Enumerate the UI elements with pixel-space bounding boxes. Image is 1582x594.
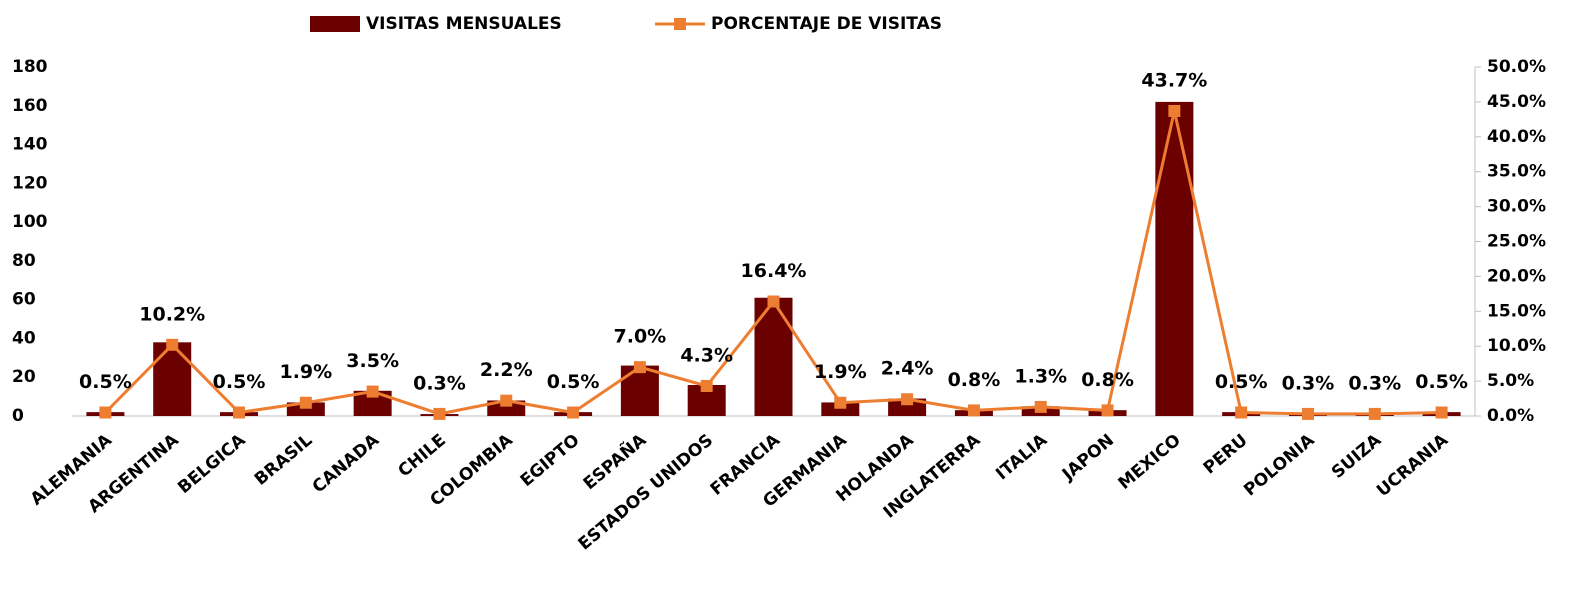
y2-tick-label: 10.0% <box>1487 336 1546 356</box>
line-marker <box>500 394 513 407</box>
y-tick-label: 80 <box>12 251 36 271</box>
y2-tick-label: 0.0% <box>1487 406 1534 426</box>
line-marker <box>967 404 980 417</box>
bar <box>487 400 526 416</box>
line-marker <box>567 406 580 419</box>
line-marker <box>166 338 179 351</box>
y-tick-label: 180 <box>12 57 48 77</box>
line-marker <box>299 396 312 409</box>
x-tick-label: EGIPTO <box>517 430 584 491</box>
line-marker <box>1235 406 1248 419</box>
data-label: 0.8% <box>1081 369 1134 391</box>
y-tick-label: 60 <box>12 290 36 310</box>
data-label: 0.8% <box>948 369 1001 391</box>
y2-tick-label: 25.0% <box>1487 232 1546 252</box>
line-marker <box>433 407 446 420</box>
y-tick-label: 160 <box>12 96 48 116</box>
data-label: 0.5% <box>1415 371 1468 393</box>
x-tick-label: PERU <box>1200 430 1252 478</box>
data-label: 3.5% <box>346 350 399 372</box>
x-tick-label: CHILE <box>395 430 450 481</box>
bar <box>153 342 192 416</box>
y2-tick-label: 20.0% <box>1487 266 1546 286</box>
data-label: 0.5% <box>213 371 266 393</box>
y2-tick-label: 50.0% <box>1487 57 1546 77</box>
y-tick-label: 140 <box>12 135 48 155</box>
data-label: 2.4% <box>881 358 934 380</box>
y-tick-label: 100 <box>12 212 48 232</box>
x-tick-label: BRASIL <box>251 430 317 490</box>
y-tick-label: 120 <box>12 173 48 193</box>
x-tick-label: BELGICA <box>174 430 250 498</box>
y2-tick-label: 15.0% <box>1487 301 1546 321</box>
bar <box>286 402 325 416</box>
data-label: 4.3% <box>680 344 733 366</box>
x-tick-label: POLONIA <box>1240 430 1319 501</box>
data-label: 0.3% <box>413 372 466 394</box>
y-tick-label: 0 <box>12 406 24 426</box>
data-label: 0.5% <box>547 371 600 393</box>
x-tick-label: MEXICO <box>1115 430 1185 493</box>
line-marker <box>1368 407 1381 420</box>
x-tick-label: SUIZA <box>1328 430 1386 483</box>
line-marker <box>1034 400 1047 413</box>
bar <box>888 398 927 416</box>
line-marker <box>99 406 112 419</box>
bar <box>754 297 793 416</box>
x-tick-label: UCRANIA <box>1373 430 1453 501</box>
y2-tick-label: 35.0% <box>1487 162 1546 182</box>
data-label: 16.4% <box>741 260 807 282</box>
line-marker <box>233 406 246 419</box>
data-label: 1.3% <box>1014 365 1067 387</box>
line-marker <box>901 393 914 406</box>
data-label: 0.3% <box>1282 372 1335 394</box>
bar <box>821 402 860 416</box>
legend-swatch <box>310 16 360 32</box>
line-marker <box>767 295 780 308</box>
legend-swatch <box>674 18 686 30</box>
data-label: 1.9% <box>814 361 867 383</box>
line-marker <box>1435 406 1448 419</box>
data-label: 0.5% <box>1215 371 1268 393</box>
line-marker <box>1168 104 1181 117</box>
line-marker <box>366 385 379 398</box>
y2-tick-label: 40.0% <box>1487 127 1546 147</box>
x-tick-label: ITALIA <box>992 430 1052 484</box>
data-label: 1.9% <box>279 361 332 383</box>
y2-tick-label: 30.0% <box>1487 197 1546 217</box>
y-tick-label: 40 <box>12 328 36 348</box>
data-label: 43.7% <box>1141 69 1207 91</box>
line-marker <box>633 361 646 374</box>
data-label: 0.3% <box>1348 372 1401 394</box>
data-label: 0.5% <box>79 371 132 393</box>
x-tick-label: CANADA <box>309 430 384 497</box>
x-tick-label: JAPON <box>1058 430 1118 485</box>
legend-label: VISITAS MENSUALES <box>366 14 562 34</box>
line-marker <box>834 396 847 409</box>
y2-tick-label: 45.0% <box>1487 92 1546 112</box>
line-marker <box>700 379 713 392</box>
bar <box>620 365 659 416</box>
y2-tick-label: 5.0% <box>1487 371 1534 391</box>
line-marker <box>1101 404 1114 417</box>
y-tick-label: 20 <box>12 367 36 387</box>
data-label: 2.2% <box>480 359 533 381</box>
data-label: 7.0% <box>614 326 667 348</box>
bar <box>1155 101 1194 417</box>
legend-label: PORCENTAJE DE VISITAS <box>711 14 942 34</box>
data-label: 10.2% <box>139 303 205 325</box>
line-marker <box>1301 407 1314 420</box>
